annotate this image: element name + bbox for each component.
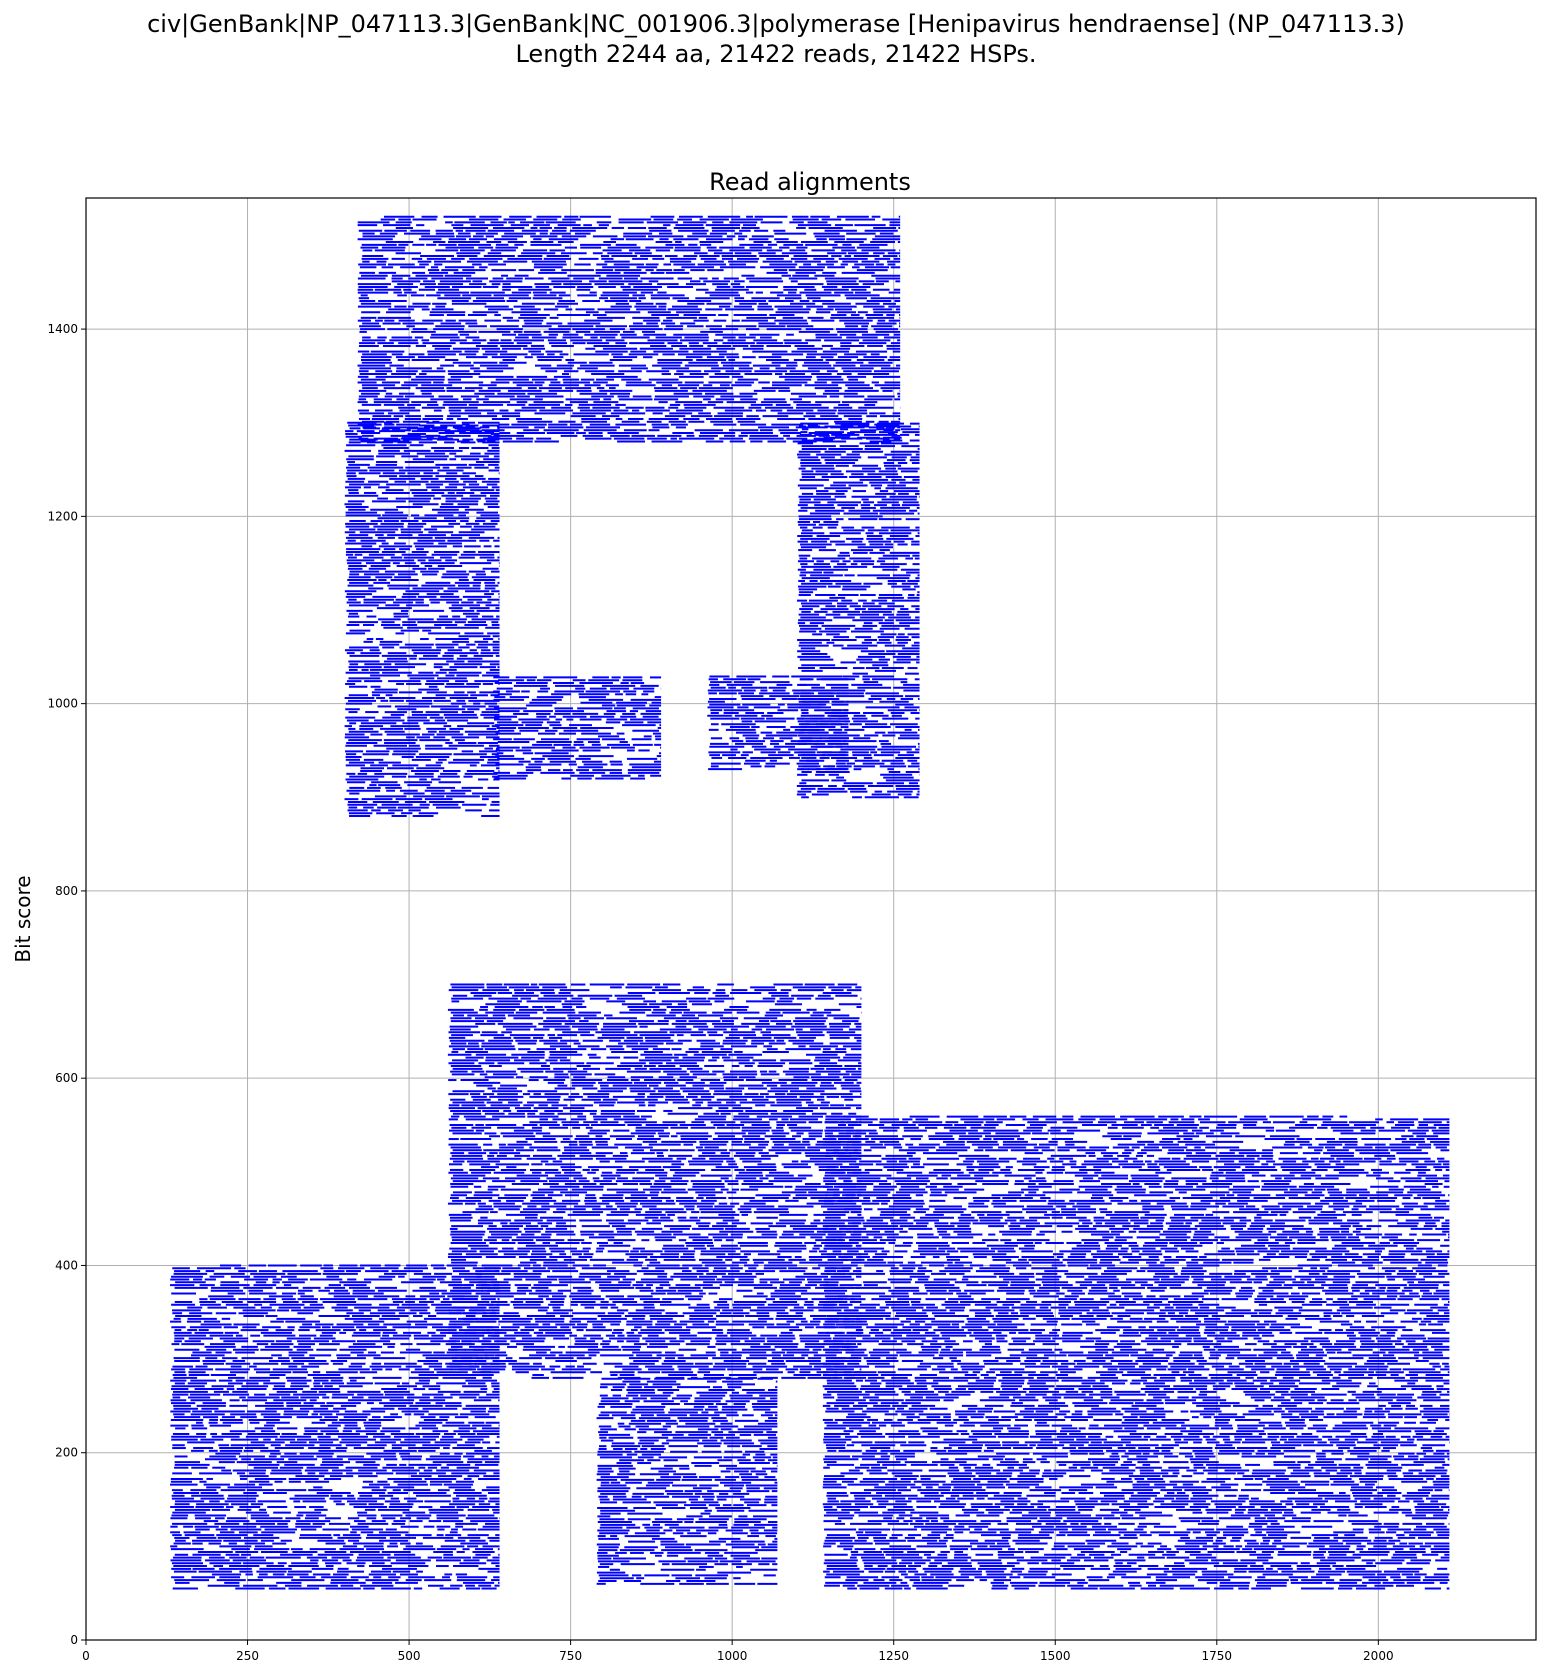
- chart-title: Read alignments: [709, 168, 911, 196]
- figure-title-line-2: Length 2244 aa, 21422 reads, 21422 HSPs.: [515, 40, 1037, 68]
- segment-group-hair: [357, 215, 901, 443]
- segment-group-left-eyebrow-eye: [493, 676, 662, 780]
- segment-group-right-eyebrow-eye: [707, 675, 849, 771]
- segment-group-beard-chin: [447, 983, 862, 1379]
- figure-title-line-1: civ|GenBank|NP_047113.3|GenBank|NC_00190…: [147, 10, 1405, 38]
- segment-group-head-left: [344, 421, 500, 817]
- read-segments: [170, 215, 1450, 1590]
- segment-group-head-right: [796, 422, 920, 799]
